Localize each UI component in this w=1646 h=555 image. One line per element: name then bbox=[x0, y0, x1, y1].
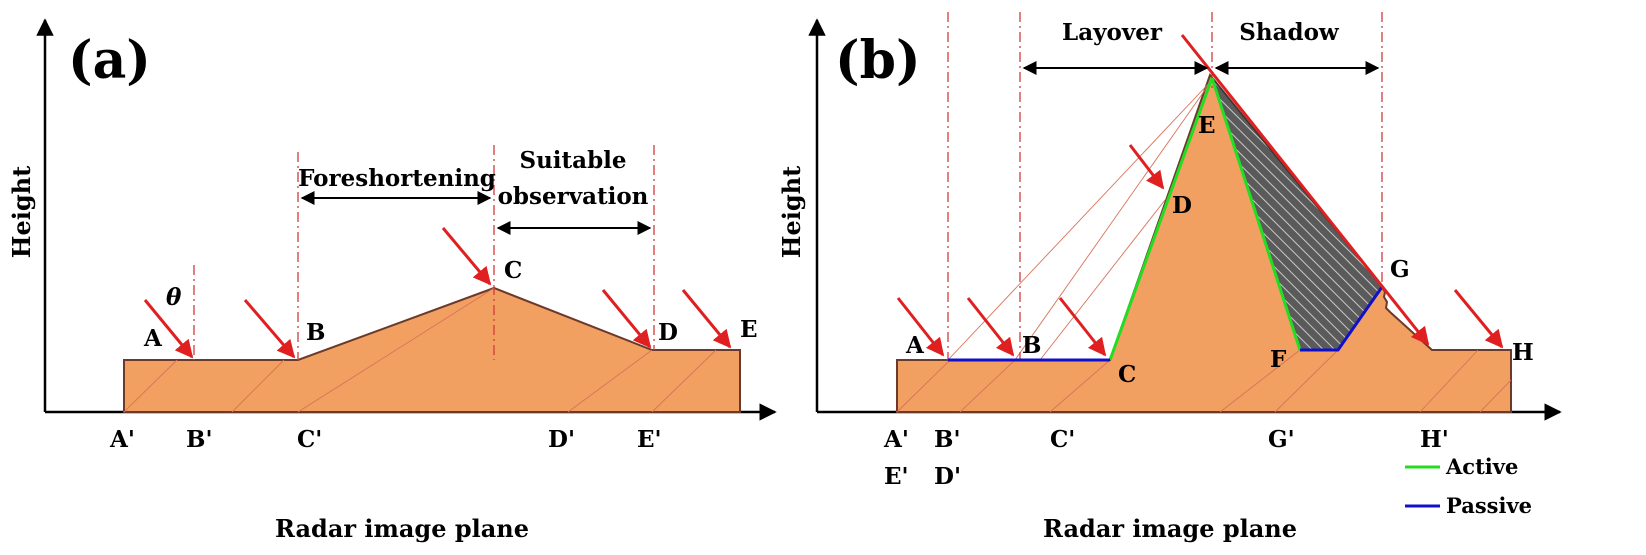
point-d-label-b: D bbox=[1172, 192, 1192, 219]
projection-lines-a bbox=[123, 287, 717, 413]
proj-e-label: E' bbox=[637, 426, 662, 453]
proj-g-label-b: G' bbox=[1268, 426, 1295, 453]
legend-passive-label: Passive bbox=[1446, 493, 1532, 518]
active-slope-right bbox=[1210, 77, 1302, 351]
point-e-label: E bbox=[740, 316, 758, 343]
active-slope-left bbox=[1108, 77, 1214, 361]
point-e-label-b: E bbox=[1198, 112, 1216, 139]
proj-e-label-b: E' bbox=[884, 463, 909, 490]
point-b-label: B bbox=[306, 319, 325, 346]
legend: Active Passive bbox=[1405, 454, 1532, 518]
shadow-boundary-ray bbox=[1180, 34, 1430, 346]
foreshortening-label: Foreshortening bbox=[298, 165, 496, 192]
suitable-label-line1: Suitable bbox=[519, 147, 626, 174]
x-axis-label-a: Radar image plane bbox=[275, 514, 529, 543]
reference-lines-b bbox=[947, 12, 1383, 360]
angle-theta-label: θ bbox=[166, 284, 182, 311]
radar-rays-a bbox=[143, 227, 732, 359]
suitable-label-line2: observation bbox=[498, 183, 649, 210]
proj-a-label: A' bbox=[109, 426, 135, 453]
proj-c-label: C' bbox=[297, 426, 322, 453]
terrain-a bbox=[123, 286, 741, 413]
reference-lines-a bbox=[193, 145, 655, 360]
point-c-label-b: C bbox=[1118, 361, 1136, 388]
point-g-label-b: G bbox=[1390, 256, 1410, 283]
point-b-label-b: B bbox=[1022, 332, 1041, 359]
radar-rays-b bbox=[896, 144, 1504, 357]
point-a-label-b: A bbox=[905, 332, 925, 359]
panel-b-tag: (b) bbox=[835, 30, 921, 91]
proj-a-label-b: A' bbox=[883, 426, 909, 453]
legend-active-label: Active bbox=[1445, 454, 1518, 479]
panel-b: (b) Height Radar image plane Layover Sha… bbox=[777, 12, 1562, 543]
projection-lines-b bbox=[896, 79, 1512, 413]
proj-d-label: D' bbox=[548, 426, 575, 453]
proj-h-label-b: H' bbox=[1420, 426, 1449, 453]
point-c-label: C bbox=[504, 257, 522, 284]
point-d-label: D bbox=[658, 319, 678, 346]
y-axis-label-a: Height bbox=[7, 166, 36, 258]
proj-b-label: B' bbox=[186, 426, 212, 453]
y-axis-label-b: Height bbox=[777, 166, 806, 258]
passive-shadow-segment bbox=[1300, 286, 1384, 352]
point-a-label: A bbox=[143, 325, 163, 352]
panel-a: (a) Height Radar image plane Foreshorten… bbox=[7, 18, 777, 543]
shadow-label: Shadow bbox=[1239, 19, 1340, 46]
panel-a-tag: (a) bbox=[68, 30, 151, 91]
proj-d-label-b: D' bbox=[934, 463, 961, 490]
point-h-label-b: H bbox=[1512, 339, 1534, 366]
point-f-label-b: F bbox=[1270, 346, 1287, 373]
layover-label: Layover bbox=[1062, 19, 1163, 46]
proj-b-label-b: B' bbox=[934, 426, 960, 453]
proj-c-label-b: C' bbox=[1050, 426, 1075, 453]
x-axis-label-b: Radar image plane bbox=[1043, 514, 1297, 543]
